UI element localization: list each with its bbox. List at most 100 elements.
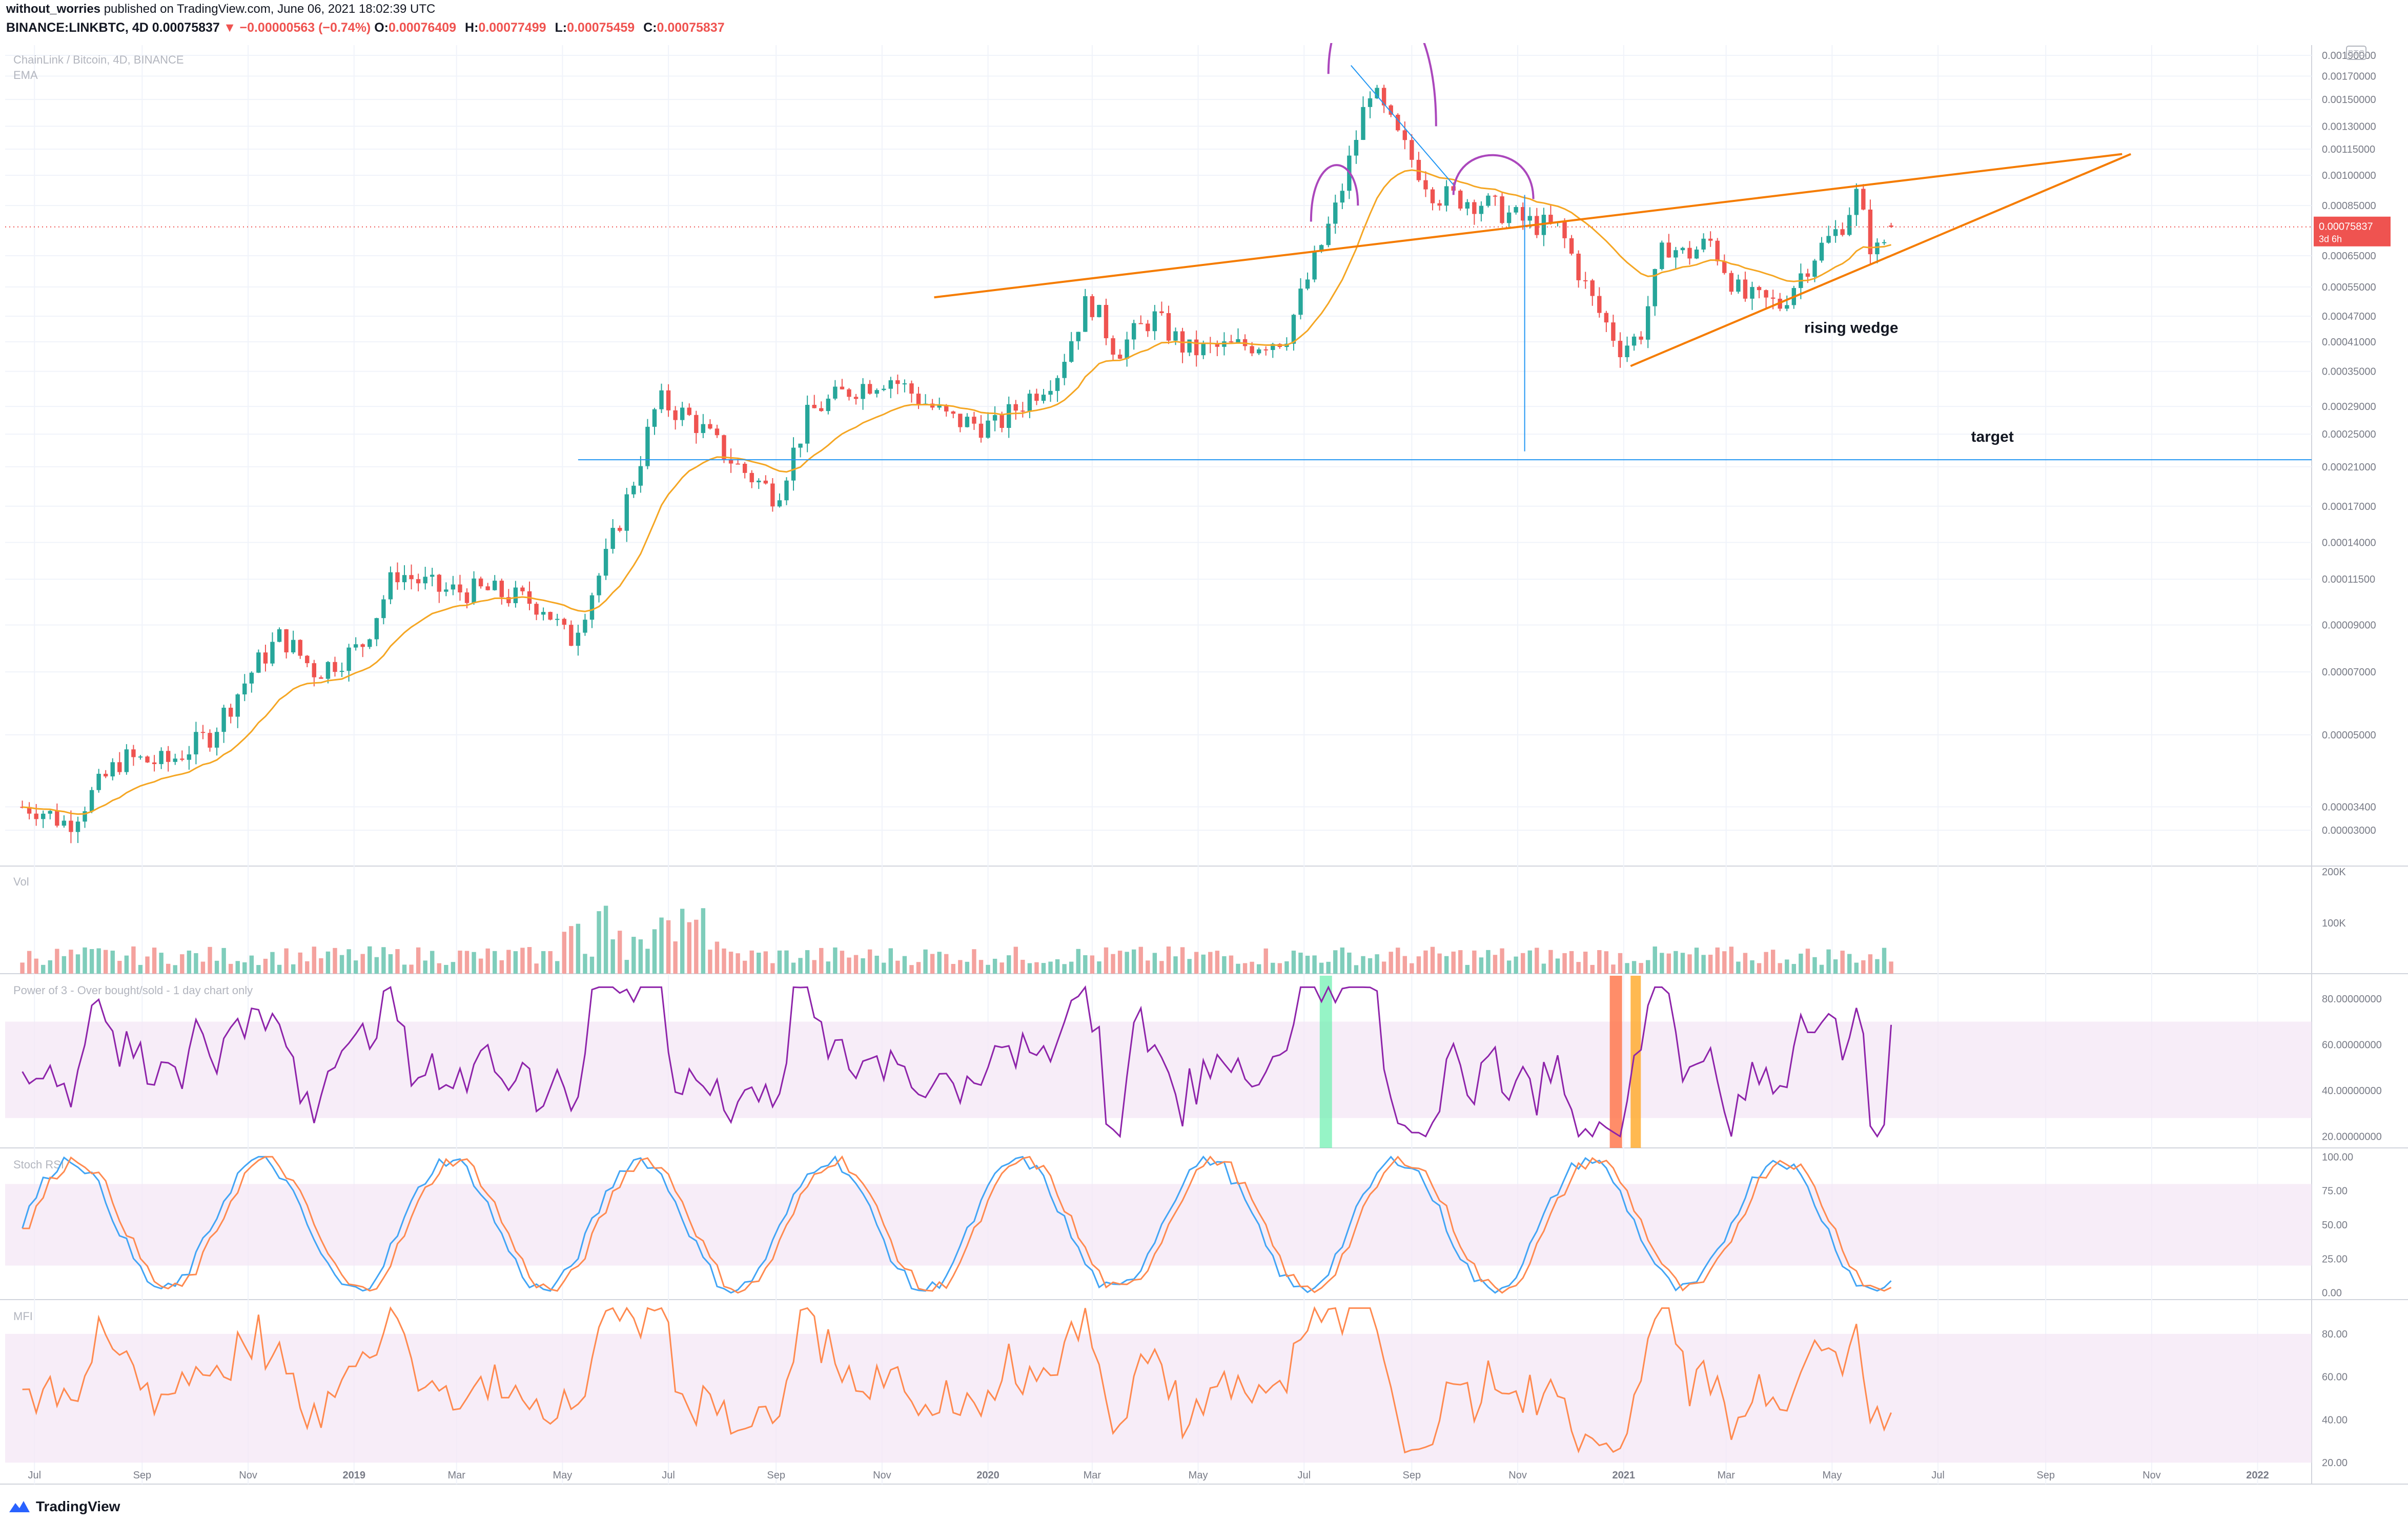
volume-bar	[1007, 955, 1011, 974]
tradingview-logo[interactable]: TradingView	[8, 1498, 120, 1515]
candle	[562, 619, 566, 625]
candle	[1048, 390, 1053, 395]
candle	[1146, 323, 1150, 332]
volume-bar	[1812, 957, 1817, 974]
oscillator-band	[5, 1184, 2312, 1266]
volume-bar	[1590, 964, 1595, 974]
volume-bar	[381, 947, 386, 974]
time-axis-label: Sep	[133, 1470, 152, 1481]
volume-bar	[1645, 960, 1650, 974]
volume-bar	[589, 956, 595, 974]
candle	[1298, 289, 1303, 315]
volume-bar	[430, 951, 435, 974]
time-axis-label: Mar	[447, 1470, 465, 1481]
candle	[1430, 189, 1435, 203]
volume-bar	[742, 960, 747, 974]
candle	[1618, 340, 1623, 357]
candle	[1472, 202, 1477, 214]
candle	[381, 599, 386, 619]
candle	[478, 578, 483, 587]
volume-bar	[548, 951, 553, 974]
candle	[83, 811, 87, 822]
volume-bar	[1639, 963, 1643, 974]
candle	[840, 386, 845, 389]
main-pane-title: ChainLink / Bitcoin, 4D, BINANCE	[13, 53, 184, 66]
candle	[346, 647, 351, 671]
candle	[166, 751, 171, 762]
volume-bar	[416, 947, 421, 974]
candle	[89, 790, 94, 812]
volume-bar	[1263, 948, 1268, 974]
candle	[1868, 209, 1873, 255]
volume-bar	[180, 954, 185, 974]
candle	[374, 618, 379, 640]
candle	[569, 625, 574, 646]
candle	[1410, 140, 1414, 160]
candle	[1833, 229, 1838, 236]
candle	[944, 405, 949, 412]
volume-bar	[200, 961, 206, 974]
close-value: 0.00075837	[657, 20, 725, 35]
volume-bar	[1069, 961, 1074, 974]
candle	[1889, 225, 1893, 227]
time-axis-label: Jul	[1931, 1470, 1945, 1481]
candle	[972, 417, 976, 424]
candle	[1785, 305, 1789, 309]
candle	[882, 388, 886, 390]
volume-bar	[631, 937, 636, 974]
volume-bar	[1548, 950, 1553, 974]
volume-bar	[1652, 946, 1657, 974]
candle	[1194, 339, 1199, 356]
candle	[145, 756, 150, 763]
volume-bar	[1729, 947, 1734, 974]
volume-bar	[1312, 955, 1317, 974]
publisher-name[interactable]: without_worries	[6, 2, 101, 16]
price-axis-label: 0.00005000	[2322, 730, 2376, 741]
volume-bar	[1618, 953, 1623, 974]
volume-bar	[409, 964, 414, 974]
volume-bar	[1354, 965, 1359, 974]
candle	[1326, 223, 1331, 245]
time-axis-label: Nov	[239, 1470, 257, 1481]
candle	[1611, 322, 1616, 341]
candle	[1236, 339, 1240, 343]
candle	[548, 612, 553, 620]
volume-bar	[1576, 962, 1581, 974]
volume-bar	[701, 908, 706, 974]
candle	[1882, 242, 1887, 243]
ema-line	[22, 169, 1891, 815]
volume-bar	[166, 963, 171, 974]
candle	[506, 597, 511, 603]
volume-bar	[1284, 961, 1289, 974]
volume-bar	[1194, 952, 1199, 974]
candle	[1368, 98, 1373, 107]
volume-bar	[1770, 950, 1776, 974]
volume-bar	[402, 964, 407, 974]
volume-bar	[1104, 947, 1109, 974]
volume-bar	[221, 948, 226, 974]
candle	[652, 409, 657, 427]
candle	[1604, 313, 1609, 323]
candle	[235, 694, 240, 717]
candle	[1396, 114, 1400, 131]
volume-bar	[728, 952, 733, 974]
chart-area[interactable]: Jul Sep Nov 2019 Mar May Jul Sep Nov 2020 Mar May Ju…	[0, 43, 2408, 1494]
time-axis-label: Sep	[1403, 1470, 1421, 1481]
candle	[1826, 236, 1831, 243]
volume-bar	[541, 951, 546, 974]
volume-bar	[1493, 955, 1498, 974]
candle	[430, 574, 435, 577]
volume-bar	[1791, 964, 1797, 974]
volume-bar	[784, 950, 789, 974]
price-axis-label: 0.00047000	[2322, 311, 2376, 322]
volume-bar	[1694, 948, 1699, 974]
volume-bar	[1215, 951, 1220, 974]
volume-bar	[312, 947, 317, 974]
candle	[812, 404, 817, 408]
candle	[597, 575, 601, 595]
candle	[610, 528, 615, 549]
volume-bar	[1764, 952, 1768, 974]
candle	[1597, 296, 1602, 313]
time-axis-label: Sep	[2036, 1470, 2055, 1481]
volume-bar	[235, 961, 240, 974]
